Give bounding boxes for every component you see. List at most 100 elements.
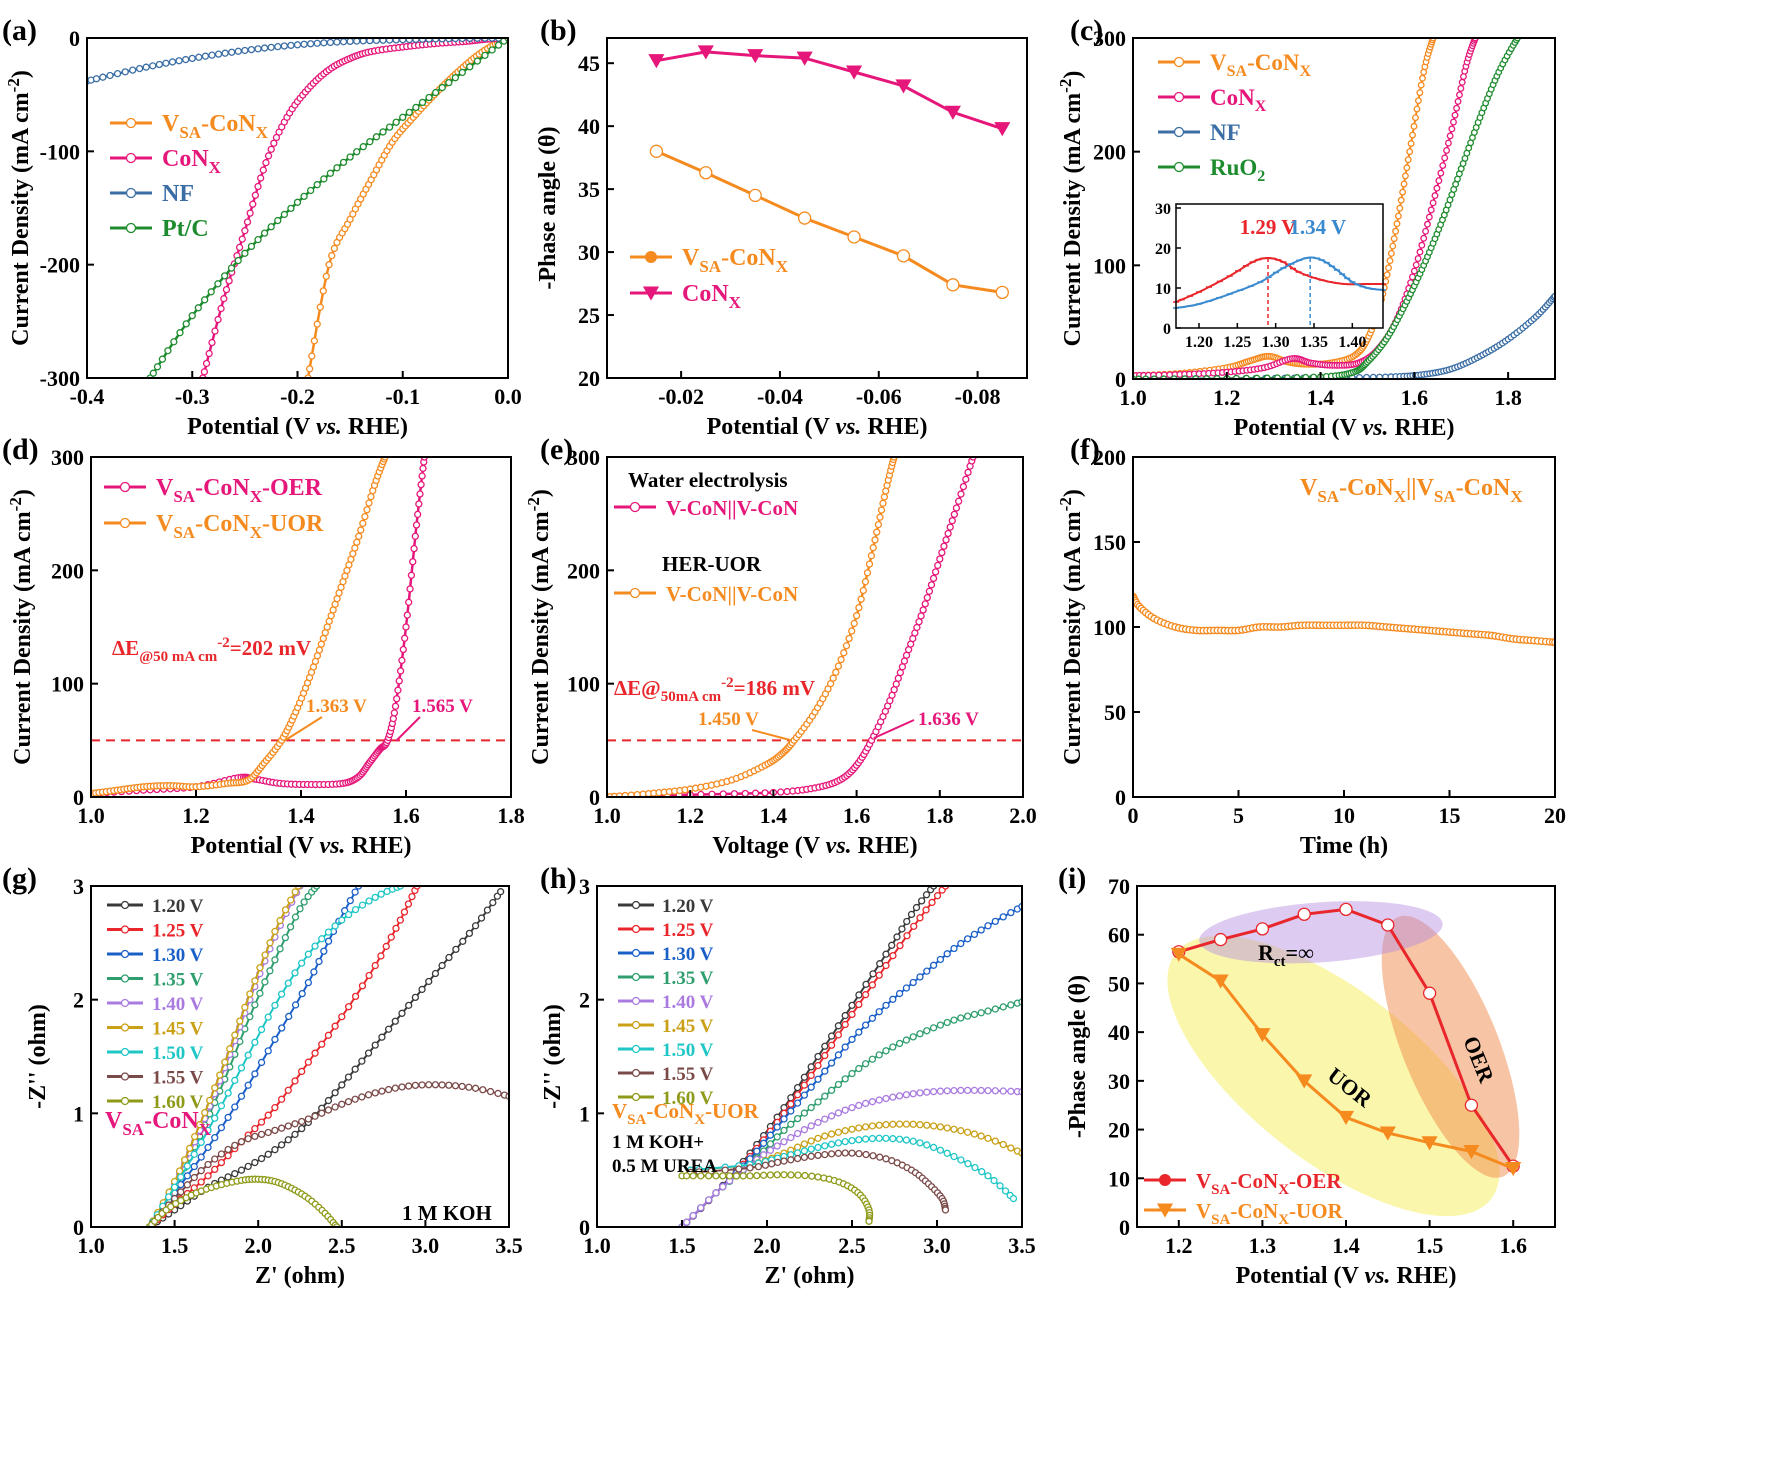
data-point bbox=[371, 1041, 379, 1049]
data-point bbox=[214, 315, 222, 324]
data-point bbox=[483, 906, 492, 914]
data-point bbox=[793, 1129, 802, 1138]
data-point bbox=[207, 288, 215, 296]
annotation-potential: 1.450 V bbox=[698, 709, 759, 730]
data-point bbox=[261, 978, 269, 986]
data-point bbox=[1007, 1144, 1015, 1152]
data-point bbox=[1446, 132, 1454, 140]
data-point bbox=[834, 662, 843, 670]
data-point bbox=[244, 1135, 252, 1143]
data-point bbox=[188, 54, 196, 63]
annotation-potential: 1.565 V bbox=[412, 696, 473, 717]
data-point bbox=[405, 1082, 413, 1090]
data-point bbox=[287, 896, 295, 904]
data-point bbox=[719, 1183, 727, 1191]
y-tick-label: 0 bbox=[69, 26, 80, 51]
data-point bbox=[1170, 947, 1187, 962]
y-tick-label: 70 bbox=[1108, 874, 1130, 899]
data-point bbox=[1392, 227, 1400, 235]
x-tick-label: 1.4 bbox=[287, 803, 315, 828]
data-point bbox=[807, 1083, 815, 1091]
legend-label: RuO2​ bbox=[1210, 155, 1265, 185]
data-point bbox=[266, 967, 274, 975]
data-point bbox=[800, 1140, 809, 1148]
data-point bbox=[271, 1001, 279, 1009]
legend-item: 1.30 V bbox=[618, 944, 714, 965]
data-point bbox=[773, 1142, 781, 1150]
data-point bbox=[418, 472, 426, 480]
data-point bbox=[392, 924, 400, 933]
data-point bbox=[753, 1147, 761, 1155]
y-axis-label: Current Density (mA cm-2​) bbox=[524, 489, 554, 765]
y-tick-label: 100 bbox=[1093, 615, 1126, 640]
data-point bbox=[970, 1086, 979, 1095]
data-point bbox=[875, 1051, 883, 1059]
data-point bbox=[1417, 81, 1425, 89]
x-tick-label: 1.8 bbox=[926, 803, 954, 828]
data-point bbox=[391, 1017, 399, 1025]
legend-label: 1.20 V bbox=[152, 896, 204, 917]
data-point bbox=[759, 1139, 768, 1147]
data-point bbox=[304, 950, 313, 958]
data-point bbox=[895, 989, 904, 998]
data-point bbox=[957, 1086, 965, 1095]
data-point bbox=[865, 1217, 873, 1225]
inset-x-tick-label: 1.35 bbox=[1300, 334, 1328, 351]
y-tick-label: 300 bbox=[51, 445, 84, 470]
legend-item: 1.50 V bbox=[618, 1040, 714, 1061]
data-point bbox=[452, 945, 460, 954]
data-point bbox=[280, 210, 288, 219]
data-point bbox=[494, 1089, 502, 1098]
data-point bbox=[1401, 172, 1409, 180]
y-tick-label: 40 bbox=[578, 114, 600, 139]
data-point bbox=[1404, 156, 1412, 164]
data-point bbox=[944, 105, 961, 120]
data-point bbox=[311, 1049, 319, 1057]
electrolyte-label: 1 M KOH+ bbox=[612, 1132, 704, 1153]
x-tick-label: 1.0 bbox=[583, 1233, 611, 1258]
y-tick-label: 0 bbox=[1115, 785, 1126, 810]
data-point bbox=[863, 569, 872, 577]
panel-label: (b) bbox=[540, 14, 577, 47]
data-point bbox=[1437, 169, 1445, 177]
y-tick-label: 200 bbox=[1093, 140, 1126, 165]
legend-label: 1.55 V bbox=[662, 1064, 714, 1085]
data-point bbox=[807, 1122, 815, 1130]
data-point bbox=[821, 1150, 829, 1159]
data-point bbox=[211, 327, 219, 335]
y-tick-label: 0 bbox=[1119, 1215, 1130, 1240]
data-point bbox=[425, 93, 433, 102]
data-point bbox=[800, 1126, 809, 1134]
data-point bbox=[257, 1025, 266, 1034]
data-point bbox=[882, 1094, 890, 1103]
data-point bbox=[963, 935, 972, 943]
data-point bbox=[928, 898, 936, 907]
highlight-ellipse-rct bbox=[1199, 901, 1443, 964]
data-point bbox=[827, 1130, 836, 1138]
series-line bbox=[655, 149, 1003, 294]
data-point bbox=[155, 60, 164, 69]
data-point bbox=[267, 145, 275, 153]
y-tick-label: 10 bbox=[1108, 1166, 1130, 1191]
y-tick-label: 150 bbox=[1093, 530, 1126, 555]
x-tick-label: -0.04 bbox=[757, 384, 803, 409]
data-point bbox=[855, 603, 863, 612]
data-point bbox=[438, 83, 446, 92]
legend-item: RuO2​ bbox=[1158, 155, 1265, 185]
data-point bbox=[324, 928, 333, 936]
legend-item: 1.20 V bbox=[618, 896, 714, 917]
legend-label: 1.20 V bbox=[662, 896, 714, 917]
data-point bbox=[923, 1121, 931, 1129]
data-point bbox=[319, 287, 327, 295]
data-point bbox=[158, 355, 167, 363]
data-point bbox=[807, 1063, 815, 1071]
x-tick-label: 2.5 bbox=[838, 1233, 866, 1258]
data-point bbox=[256, 989, 264, 997]
data-point bbox=[264, 1013, 272, 1021]
highlight-ellipse-uor bbox=[1167, 935, 1500, 1217]
data-point bbox=[977, 1009, 985, 1017]
legend-label: VSA​-CoNX​-OER bbox=[1196, 1169, 1342, 1198]
data-point bbox=[415, 500, 423, 508]
data-point bbox=[950, 944, 958, 953]
data-point bbox=[719, 1172, 727, 1180]
